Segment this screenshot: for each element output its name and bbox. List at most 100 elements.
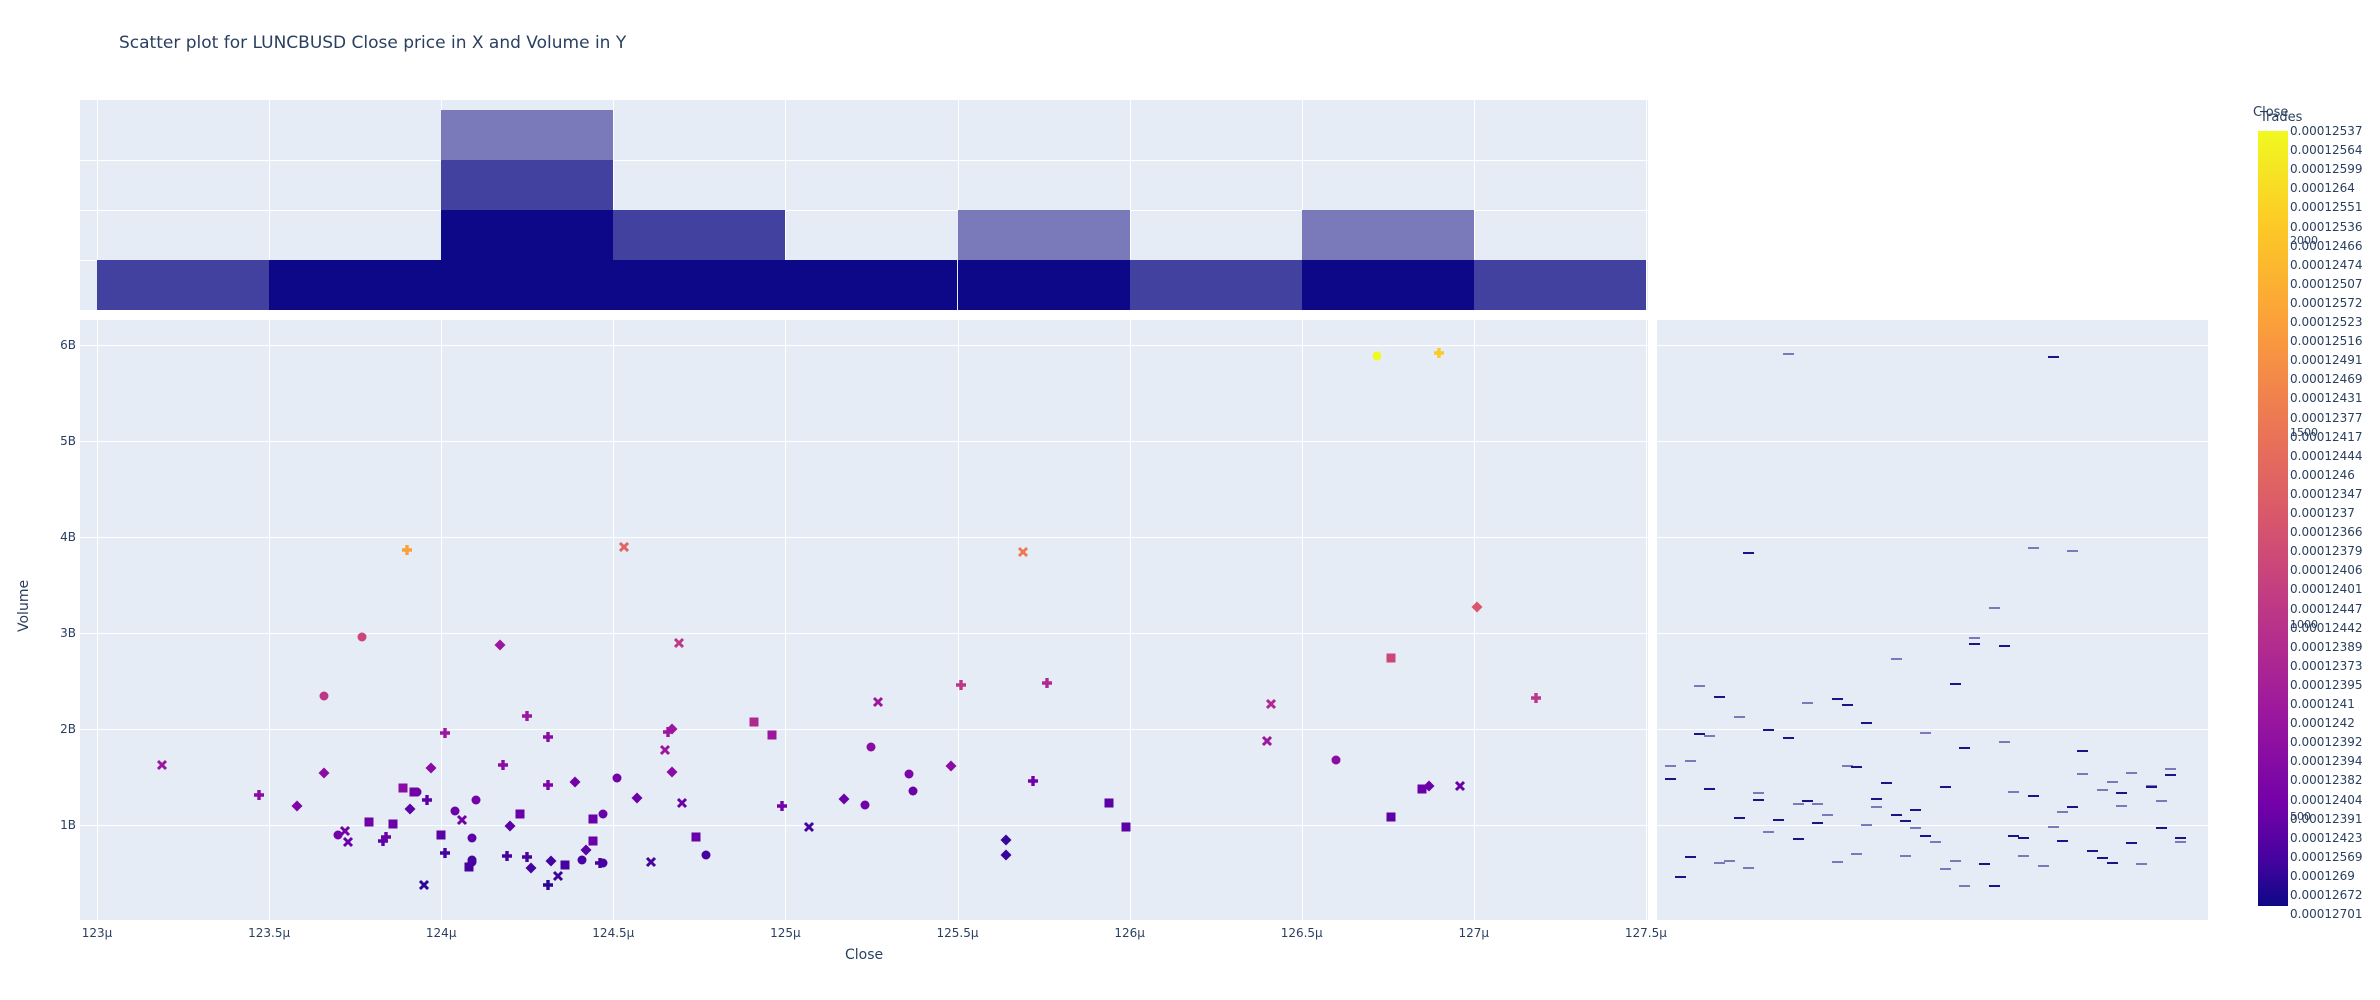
rug-mark bbox=[1880, 781, 1892, 784]
rug-mark bbox=[1792, 838, 1804, 841]
legend-item[interactable]: 0.0001269 bbox=[2290, 868, 2355, 883]
legend-item[interactable]: 0.00012404 bbox=[2290, 792, 2363, 807]
histogram-bar[interactable] bbox=[1301, 210, 1474, 260]
rug-mark bbox=[1743, 867, 1755, 870]
legend-item[interactable]: 0.00012423 bbox=[2290, 830, 2363, 845]
rug-mark bbox=[1988, 885, 2000, 888]
x-tick-label: 126.5μ bbox=[1280, 926, 1323, 940]
rug-mark bbox=[2057, 810, 2069, 813]
legend-item[interactable]: 0.00012569 bbox=[2290, 849, 2363, 864]
x-tick-label: 123.5μ bbox=[248, 926, 291, 940]
legend-item[interactable]: 0.00012382 bbox=[2290, 773, 2363, 788]
x-tick-label: 125.5μ bbox=[936, 926, 979, 940]
histogram-bar[interactable] bbox=[1301, 260, 1474, 310]
rug-mark bbox=[1714, 696, 1726, 699]
histogram-bar[interactable] bbox=[1473, 260, 1646, 310]
legend-item[interactable]: 0.00012701 bbox=[2290, 907, 2363, 922]
legend-item[interactable]: 0.00012442 bbox=[2290, 620, 2363, 635]
legend-item[interactable]: 0.00012379 bbox=[2290, 544, 2363, 559]
grid-line-vertical bbox=[441, 320, 443, 920]
histogram-bar[interactable] bbox=[441, 160, 614, 210]
legend-item[interactable]: 0.00012347 bbox=[2290, 486, 2363, 501]
histogram-bar[interactable] bbox=[97, 260, 270, 310]
rug-mark bbox=[1763, 830, 1775, 833]
rug-mark bbox=[2096, 789, 2108, 792]
grid-line-vertical bbox=[1129, 100, 1131, 310]
legend-item[interactable]: 0.00012447 bbox=[2290, 601, 2363, 616]
legend-item[interactable]: 0.00012401 bbox=[2290, 582, 2363, 597]
rug-mark bbox=[2018, 837, 2030, 840]
rug-mark bbox=[1851, 852, 1863, 855]
rug-mark bbox=[1939, 868, 1951, 871]
rug-mark bbox=[1763, 729, 1775, 731]
legend-item[interactable]: 0.0001264 bbox=[2290, 181, 2355, 196]
rug-mark bbox=[1949, 859, 1961, 862]
legend-item[interactable]: 0.0001246 bbox=[2290, 467, 2355, 482]
rug-mark bbox=[1851, 766, 1863, 769]
legend-item[interactable]: 0.00012406 bbox=[2290, 563, 2363, 578]
rug-mark bbox=[2175, 841, 2187, 844]
grid-line-horizontal bbox=[80, 825, 1648, 826]
legend-item[interactable]: 0.0001242 bbox=[2290, 716, 2355, 731]
legend-item[interactable]: 0.00012394 bbox=[2290, 754, 2363, 769]
legend-item[interactable]: 0.00012431 bbox=[2290, 391, 2363, 406]
legend-item[interactable]: 0.00012516 bbox=[2290, 334, 2363, 349]
rug-mark bbox=[1920, 731, 1932, 734]
histogram-bar[interactable] bbox=[957, 210, 1130, 260]
chart-title: Scatter plot for LUNCBUSD Close price in… bbox=[119, 33, 627, 53]
legend-item[interactable]: 0.0001241 bbox=[2290, 697, 2355, 711]
legend-item[interactable]: 0.00012377 bbox=[2290, 410, 2363, 425]
legend-item[interactable]: 0.00012444 bbox=[2290, 448, 2363, 463]
legend-item[interactable]: 0.00012507 bbox=[2290, 276, 2363, 291]
rug-mark bbox=[1743, 552, 1755, 555]
legend-item[interactable]: 0.00012551 bbox=[2290, 200, 2363, 215]
legend-item[interactable]: 0.00012469 bbox=[2290, 372, 2363, 387]
main-scatter-plot[interactable] bbox=[80, 320, 1648, 920]
legend-item[interactable]: 0.00012491 bbox=[2290, 353, 2363, 368]
histogram-bar[interactable] bbox=[785, 260, 958, 310]
legend-item[interactable]: 0.00012536 bbox=[2290, 219, 2363, 234]
legend-item[interactable]: 0.00012474 bbox=[2290, 257, 2363, 272]
histogram-bar[interactable] bbox=[1129, 260, 1302, 310]
histogram-bar[interactable] bbox=[441, 210, 614, 260]
legend-item[interactable]: 0.00012366 bbox=[2290, 525, 2363, 540]
grid-line-vertical bbox=[1301, 100, 1303, 310]
rug-mark bbox=[2155, 800, 2167, 803]
legend-item[interactable]: 0.00012395 bbox=[2290, 677, 2363, 692]
legend-item[interactable]: 0.00012572 bbox=[2290, 295, 2363, 310]
legend-item[interactable]: 0.00012392 bbox=[2290, 735, 2363, 750]
histogram-bar[interactable] bbox=[269, 260, 442, 310]
grid-line-horizontal bbox=[1657, 633, 2208, 634]
legend-item[interactable]: 0.00012672 bbox=[2290, 888, 2363, 902]
grid-line-vertical bbox=[1645, 320, 1647, 920]
grid-line-horizontal bbox=[1657, 441, 2208, 442]
legend-item[interactable]: 0.00012466 bbox=[2290, 238, 2363, 253]
legend-item[interactable]: 0.00012523 bbox=[2290, 315, 2363, 329]
rug-mark bbox=[1841, 764, 1853, 767]
histogram-bar[interactable] bbox=[613, 260, 786, 310]
grid-line-vertical bbox=[785, 100, 787, 310]
rug-mark bbox=[2135, 863, 2147, 866]
top-marginal-histogram bbox=[80, 100, 1648, 310]
histogram-bar[interactable] bbox=[613, 210, 786, 260]
legend-item[interactable]: 0.0001237 bbox=[2290, 506, 2355, 520]
legend-item[interactable]: 0.00012564 bbox=[2290, 143, 2363, 158]
grid-line-vertical bbox=[1473, 320, 1475, 920]
legend-item[interactable]: 0.00012599 bbox=[2290, 162, 2363, 177]
rug-mark bbox=[1733, 715, 1745, 718]
rug-mark bbox=[1969, 642, 1981, 645]
legend-item[interactable]: 0.00012537 bbox=[2290, 124, 2363, 138]
histogram-bar[interactable] bbox=[441, 110, 614, 160]
rug-mark bbox=[1704, 787, 1716, 790]
histogram-bar[interactable] bbox=[441, 260, 614, 310]
grid-line-vertical bbox=[269, 320, 271, 920]
rug-mark bbox=[1694, 684, 1706, 687]
rug-mark bbox=[2018, 854, 2030, 857]
grid-line-vertical bbox=[1473, 100, 1475, 310]
rug-mark bbox=[2067, 805, 2079, 808]
legend-item[interactable]: 0.00012391 bbox=[2290, 811, 2363, 826]
legend-item[interactable]: 0.00012417 bbox=[2290, 429, 2363, 444]
legend-item[interactable]: 0.00012389 bbox=[2290, 639, 2363, 654]
legend-item[interactable]: 0.00012373 bbox=[2290, 658, 2363, 673]
histogram-bar[interactable] bbox=[957, 260, 1130, 310]
